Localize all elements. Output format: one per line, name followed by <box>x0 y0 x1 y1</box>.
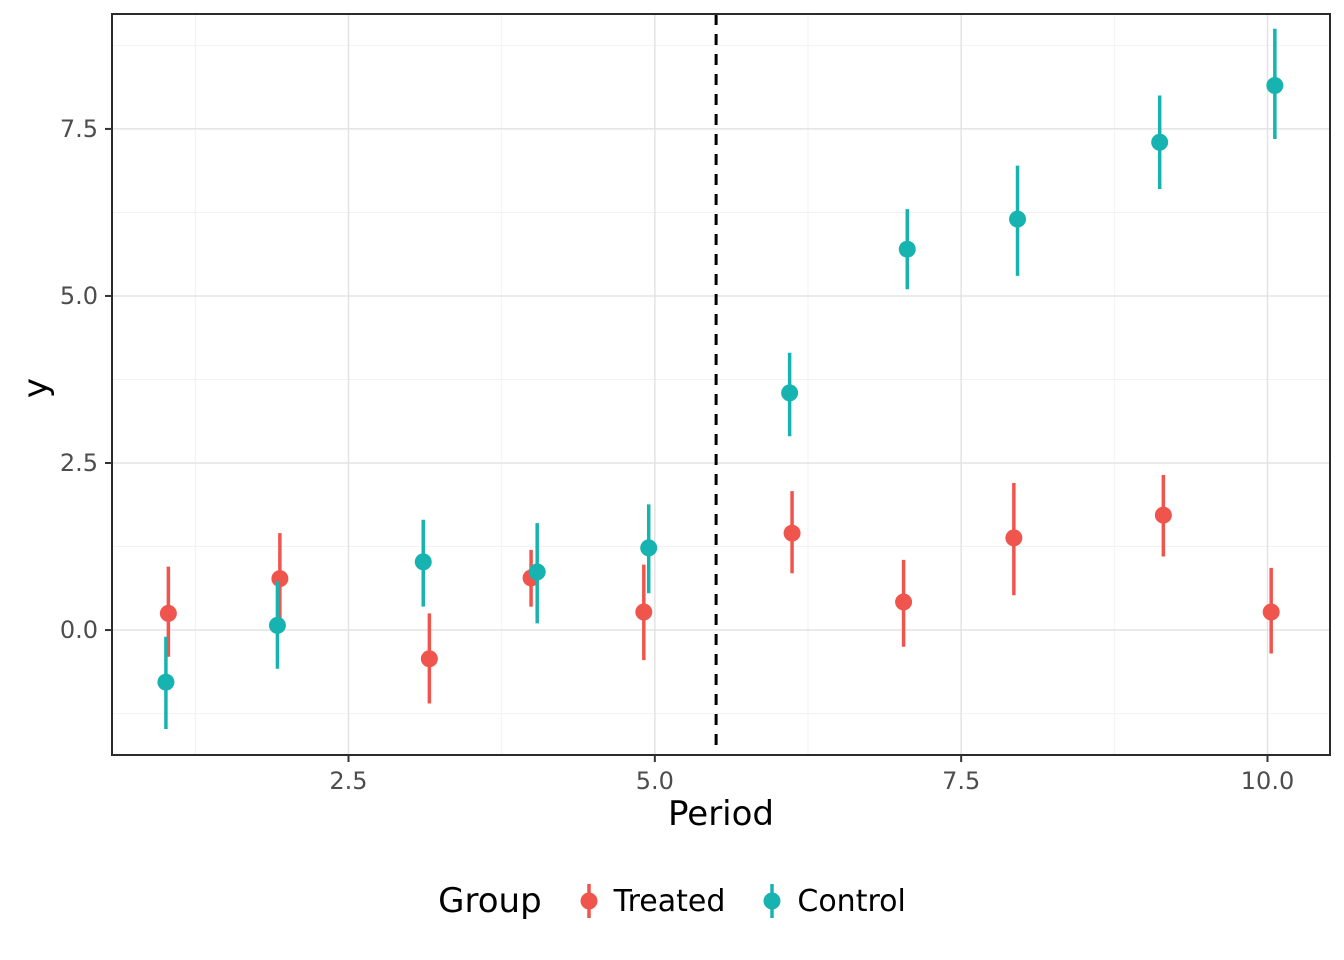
pointrange <box>1154 475 1172 557</box>
pointrange <box>635 564 653 661</box>
axis-ticks <box>105 127 1269 762</box>
panel-border <box>111 13 1331 756</box>
pointrange <box>640 504 658 594</box>
legend-pointrange-icon <box>580 884 598 918</box>
pointrange <box>1266 28 1284 139</box>
y-tick-label: 0.0 <box>60 616 98 644</box>
pointrange <box>268 581 286 669</box>
pointrange <box>1005 483 1023 596</box>
y-tick-label: 2.5 <box>60 449 98 477</box>
pointrange <box>783 491 801 574</box>
y-axis-title: y <box>16 377 56 399</box>
pointrange <box>1151 95 1169 190</box>
minor-gridlines <box>112 14 1330 755</box>
pointrange <box>271 533 289 627</box>
legend-entry-label: Control <box>797 883 906 919</box>
pointrange <box>1009 165 1027 276</box>
pointrange <box>1262 567 1280 654</box>
x-tick-label: 2.5 <box>329 767 367 795</box>
pointrange <box>157 636 175 729</box>
x-tick-label: 5.0 <box>636 767 674 795</box>
x-axis-title: Period <box>667 794 775 834</box>
pointrange <box>781 352 799 437</box>
legend-entry-treated: Treated <box>576 878 726 924</box>
plot-panel <box>112 14 1330 755</box>
legend-entries: Treated Control <box>576 878 906 924</box>
x-tick-label: 7.5 <box>942 767 980 795</box>
legend: Group Treated Control <box>0 878 1344 924</box>
major-gridlines <box>112 14 1330 755</box>
series-control <box>157 28 1284 729</box>
pointrange <box>895 559 913 647</box>
legend-title: Group <box>438 881 542 921</box>
pointrange <box>414 519 432 607</box>
pointrange <box>159 566 177 657</box>
legend-entry-label: Treated <box>613 883 726 919</box>
pointrange <box>420 613 438 704</box>
legend-pointrange-icon <box>763 884 781 918</box>
y-tick-label: 5.0 <box>60 282 98 310</box>
y-tick-label: 7.5 <box>60 115 98 143</box>
pointrange <box>528 523 546 624</box>
legend-entry-control: Control <box>759 878 906 924</box>
x-tick-label: 10.0 <box>1241 767 1294 795</box>
pointrange <box>898 209 916 290</box>
